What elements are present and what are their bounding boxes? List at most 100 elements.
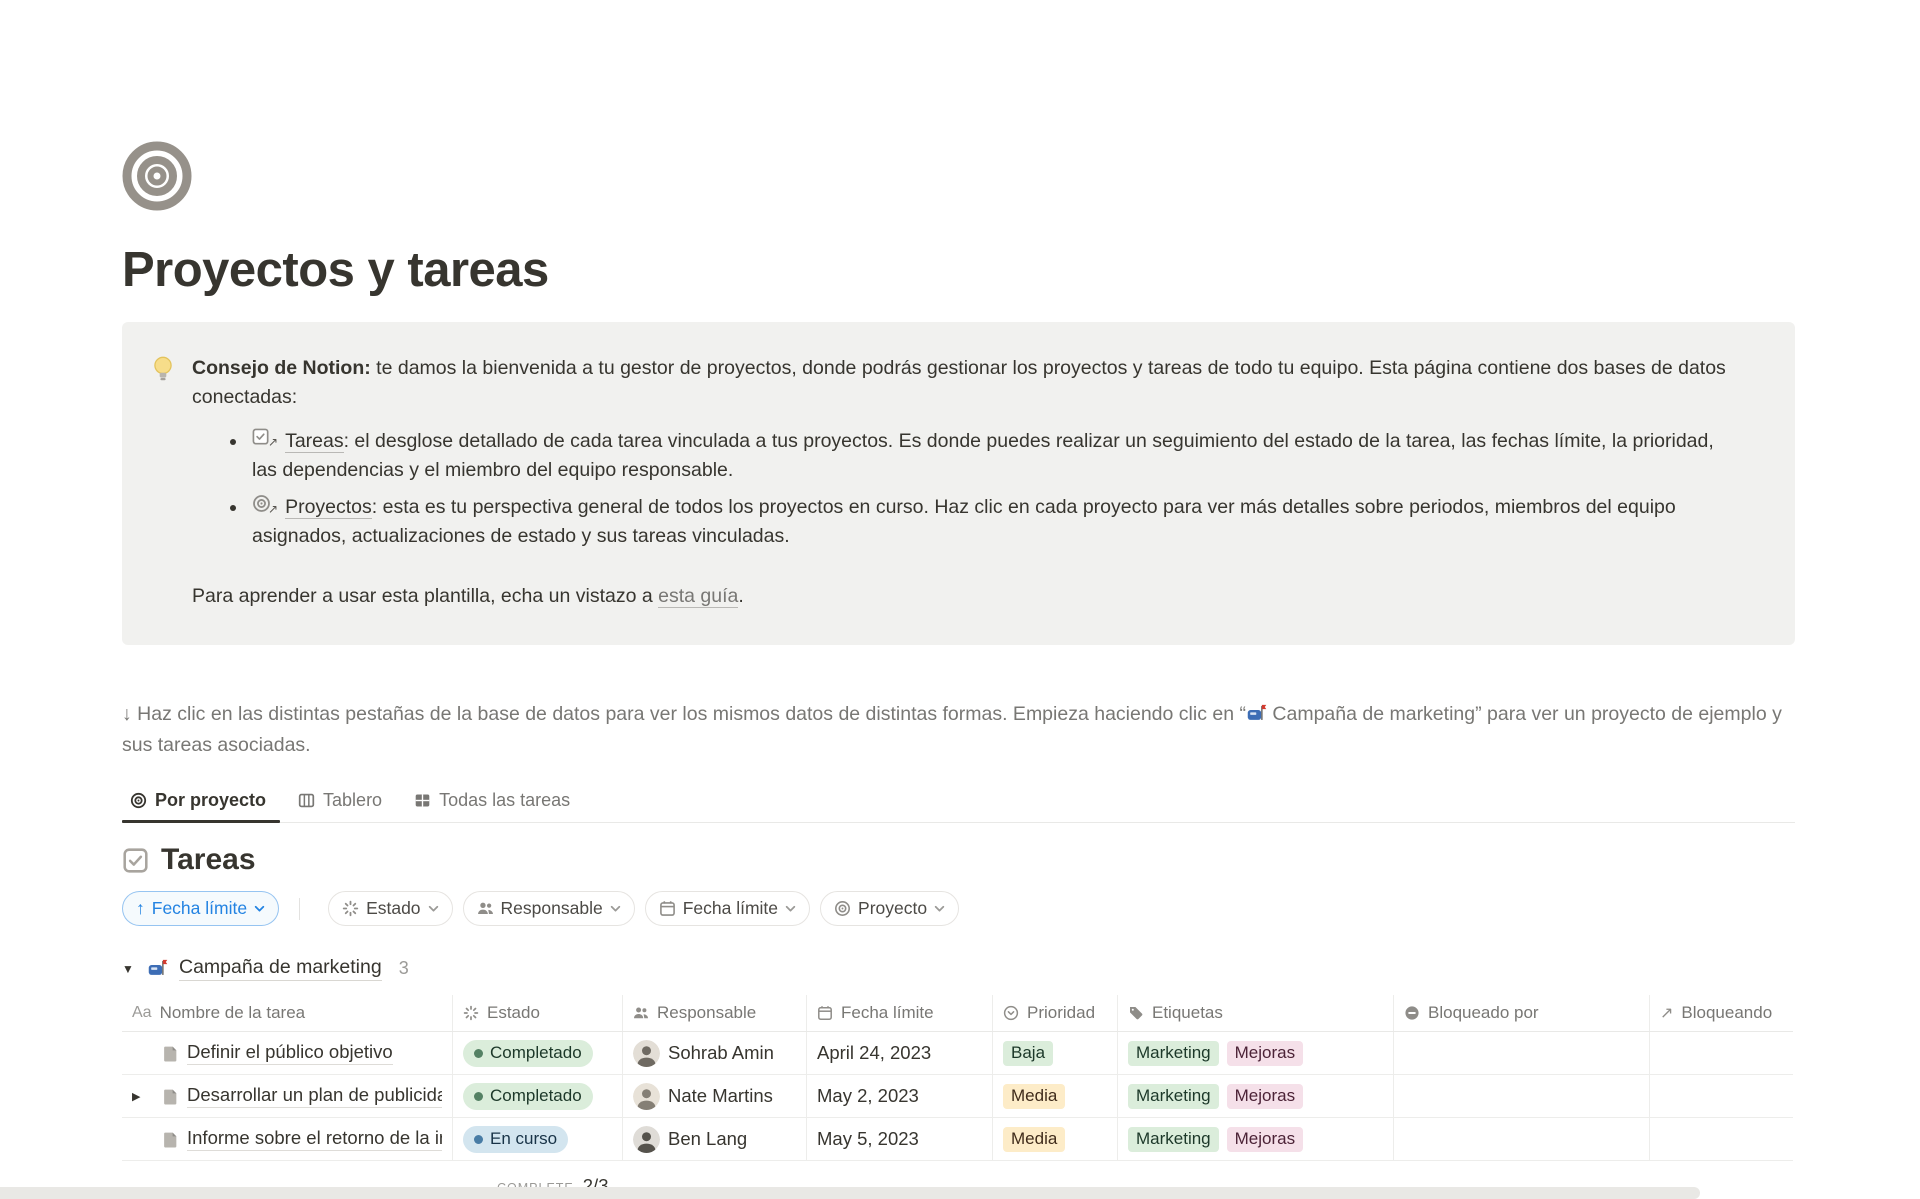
tag-chip: Marketing — [1128, 1126, 1219, 1152]
chevron-down-icon — [610, 905, 620, 912]
hint-text: ↓ Haz clic en las distintas pestañas de … — [122, 699, 1802, 761]
assignee-name: Sohrab Amin — [668, 1042, 774, 1064]
tab-por-proyecto[interactable]: Por proyecto — [122, 781, 281, 824]
status-label: Completado — [490, 1086, 582, 1106]
assignee-cell[interactable]: Ben Lang — [623, 1118, 807, 1161]
database-title-row: Tareas — [122, 843, 1920, 877]
tags-cell[interactable]: Marketing Mejoras — [1118, 1032, 1394, 1075]
tab-tablero[interactable]: Tablero — [290, 781, 396, 822]
group-name[interactable]: Campaña de marketing — [179, 956, 382, 982]
status-badge: En curso — [463, 1125, 569, 1153]
table-icon — [415, 794, 430, 807]
column-label: Estado — [487, 1003, 540, 1023]
tab-label: Por proyecto — [155, 790, 267, 811]
column-header-prioridad[interactable]: Prioridad — [993, 995, 1118, 1032]
column-header-bloqueado-por[interactable]: Bloqueado por — [1394, 995, 1650, 1032]
guide-link[interactable]: esta guía — [658, 584, 739, 608]
row-toggle-icon[interactable]: ▶ — [132, 1090, 141, 1103]
tags-cell[interactable]: Marketing Mejoras — [1118, 1118, 1394, 1161]
date-value: May 2, 2023 — [817, 1085, 919, 1107]
filter-pill-responsable[interactable]: Responsable — [462, 891, 635, 927]
status-cell[interactable]: En curso — [453, 1118, 623, 1161]
filter-pill-estado[interactable]: Estado — [328, 891, 453, 927]
bullseye-page-icon[interactable] — [122, 141, 192, 211]
priority-cell[interactable]: Media — [993, 1075, 1118, 1118]
column-header-etiquetas[interactable]: Etiquetas — [1118, 995, 1394, 1032]
tags-cell[interactable]: Marketing Mejoras — [1118, 1075, 1394, 1118]
assignee-cell[interactable]: Nate Martins — [623, 1075, 807, 1118]
avatar — [633, 1125, 660, 1153]
sort-pill-fecha-limite[interactable]: ↑ Fecha límite — [122, 891, 280, 927]
date-cell[interactable]: May 2, 2023 — [807, 1075, 993, 1118]
column-label: Nombre de la tarea — [159, 1003, 306, 1023]
page-title: Proyectos y tareas — [122, 243, 549, 297]
blocked-by-cell[interactable] — [1394, 1032, 1650, 1075]
text-property-icon: Aa — [132, 1004, 152, 1022]
mailbox-icon — [1247, 704, 1267, 720]
tag-chip: Mejoras — [1226, 1083, 1304, 1109]
blocked-by-cell[interactable] — [1394, 1118, 1650, 1161]
callout-intro-bold: Consejo de Notion: — [192, 357, 371, 379]
column-header-fecha-limite[interactable]: Fecha límite — [807, 995, 993, 1032]
table-row: ▶ Desarrollar un plan de publicidad Comp… — [122, 1075, 1793, 1119]
date-cell[interactable]: April 24, 2023 — [807, 1032, 993, 1075]
callout-bullet-proyectos: ↗ Proyectos: esta es tu perspectiva gene… — [248, 493, 1739, 552]
priority-cell[interactable]: Media — [993, 1118, 1118, 1161]
column-header-bloqueando[interactable]: ↗ Bloqueando — [1650, 995, 1793, 1031]
page-icon — [164, 1132, 177, 1148]
filter-pill-proyecto[interactable]: Proyecto — [820, 891, 960, 927]
checkbox-icon — [123, 848, 148, 873]
status-dot — [474, 1048, 483, 1058]
status-label: En curso — [490, 1129, 558, 1149]
blocked-icon — [1405, 1006, 1419, 1020]
blocked-by-cell[interactable] — [1394, 1075, 1650, 1118]
tasks-db-icon: ↗ — [252, 428, 285, 449]
bullet-proyectos-text: : esta es tu perspectiva general de todo… — [252, 496, 1676, 548]
blocking-cell[interactable] — [1650, 1118, 1793, 1160]
bottom-partial-bar — [0, 1187, 1700, 1199]
filter-pill-fecha-limite[interactable]: Fecha límite — [644, 891, 811, 927]
task-name-cell[interactable]: ▶ Desarrollar un plan de publicidad — [122, 1075, 453, 1118]
notion-tip-callout: Consejo de Notion: te damos la bienvenid… — [122, 322, 1795, 645]
priority-cell[interactable]: Baja — [993, 1032, 1118, 1075]
task-name[interactable]: Definir el público objetivo — [187, 1041, 393, 1066]
column-label: Etiquetas — [1152, 1003, 1223, 1023]
date-cell[interactable]: May 5, 2023 — [807, 1118, 993, 1161]
status-label: Completado — [490, 1043, 582, 1063]
task-name[interactable]: Desarrollar un plan de publicidad — [187, 1084, 442, 1109]
proyectos-db-link[interactable]: Proyectos — [285, 496, 372, 519]
status-cell[interactable]: Completado — [453, 1032, 623, 1075]
calendar-icon — [659, 901, 675, 917]
arrow-up-icon: ↑ — [136, 898, 145, 919]
link-arrow-icon: ↗ — [268, 501, 279, 516]
tareas-db-link[interactable]: Tareas — [285, 429, 344, 453]
priority-chip: Media — [1003, 1083, 1066, 1109]
chevron-down-icon — [785, 905, 796, 912]
column-header-nombre[interactable]: Aa Nombre de la tarea — [122, 995, 453, 1032]
task-name[interactable]: Informe sobre el retorno de la inversión — [187, 1127, 442, 1152]
assignee-cell[interactable]: Sohrab Amin — [623, 1032, 807, 1075]
blocking-cell[interactable] — [1650, 1075, 1793, 1117]
board-icon — [298, 793, 315, 808]
tab-todas-las-tareas[interactable]: Todas las tareas — [406, 781, 584, 822]
filter-label: Responsable — [500, 898, 603, 919]
callout-intro: Consejo de Notion: te damos la bienvenid… — [192, 354, 1739, 413]
filter-label: Proyecto — [858, 898, 928, 919]
filter-label: Estado — [366, 898, 421, 919]
status-cell[interactable]: Completado — [453, 1075, 623, 1118]
mailbox-icon — [148, 959, 168, 976]
filter-row: ↑ Fecha límite Estado — [122, 891, 1920, 927]
column-header-estado[interactable]: Estado — [453, 995, 623, 1032]
group-toggle-icon[interactable]: ▼ — [122, 961, 134, 976]
callout-intro-rest: te damos la bienvenida a tu gestor de pr… — [192, 357, 1726, 409]
link-arrow-icon: ↗ — [268, 435, 279, 449]
chevron-down-icon — [428, 905, 438, 912]
column-header-responsable[interactable]: Responsable — [623, 995, 807, 1032]
task-name-cell[interactable]: ▶ Informe sobre el retorno de la inversi… — [122, 1118, 453, 1161]
blocking-cell[interactable] — [1650, 1032, 1793, 1074]
page-icon — [164, 1046, 177, 1062]
task-name-cell[interactable]: ▶ Definir el público objetivo — [122, 1032, 453, 1075]
date-value: May 5, 2023 — [817, 1128, 919, 1150]
sort-label: Fecha límite — [151, 898, 248, 919]
